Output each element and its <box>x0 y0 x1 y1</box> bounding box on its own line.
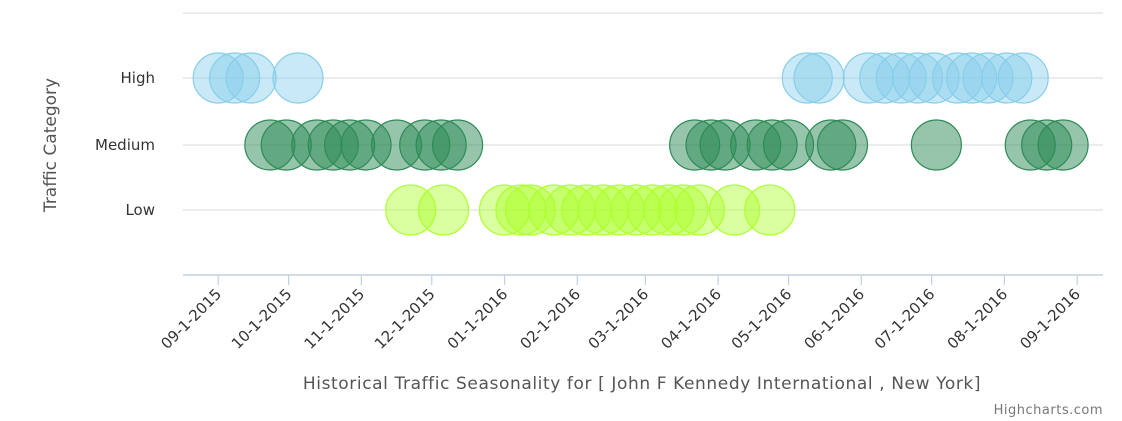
x-tick-label: 04-1-2016 <box>657 285 725 353</box>
bubble-high[interactable] <box>891 52 944 104</box>
bubble-low[interactable] <box>561 184 613 236</box>
bubble-high[interactable] <box>192 52 244 104</box>
bubble-low[interactable] <box>610 184 662 236</box>
x-tick-label: 09-1-2015 <box>157 285 225 353</box>
bubble-low[interactable] <box>708 184 761 236</box>
bubble-low[interactable] <box>626 184 678 236</box>
bubble-low[interactable] <box>478 184 531 236</box>
x-tick-label: 03-1-2016 <box>585 285 653 353</box>
x-tick-label: 08-1-2016 <box>944 285 1012 353</box>
bubble-high[interactable] <box>859 52 911 104</box>
bubble-high[interactable] <box>931 52 984 104</box>
bubble-low[interactable] <box>593 184 646 236</box>
bubble-high[interactable] <box>997 52 1049 104</box>
bubble-low[interactable] <box>643 184 695 236</box>
bubble-low[interactable] <box>657 184 709 236</box>
bubble-medium[interactable] <box>910 119 962 171</box>
bubble-medium[interactable] <box>1037 119 1089 171</box>
bubble-high[interactable] <box>781 52 833 104</box>
x-tick-label: 06-1-2016 <box>800 285 868 353</box>
bubble-low[interactable] <box>544 184 596 236</box>
y-axis-title: Traffic Category <box>41 78 61 213</box>
bubble-low[interactable] <box>417 184 470 236</box>
bubble-low[interactable] <box>744 184 796 236</box>
x-tick-label: 10-1-2015 <box>228 285 296 353</box>
bubble-medium[interactable] <box>816 119 869 171</box>
bubble-low[interactable] <box>528 184 580 236</box>
x-tick-label: 07-1-2016 <box>871 285 939 353</box>
y-tick-label-high: High <box>121 69 155 87</box>
bubble-medium[interactable] <box>431 119 484 171</box>
x-tick-label: 11-1-2015 <box>301 285 369 353</box>
bubble-high[interactable] <box>209 52 261 104</box>
bubble-high[interactable] <box>945 52 998 104</box>
bubble-high[interactable] <box>981 52 1033 104</box>
bubble-high[interactable] <box>875 52 927 104</box>
x-axis-title: Historical Traffic Seasonality for [ Joh… <box>303 374 981 394</box>
highcharts-credit[interactable]: Highcharts.com <box>994 403 1103 418</box>
bubble-high[interactable] <box>793 52 845 104</box>
bubble-high[interactable] <box>225 52 277 104</box>
bubble-high[interactable] <box>272 52 324 104</box>
bubble-high[interactable] <box>908 52 960 104</box>
x-tick-label: 12-1-2015 <box>371 285 439 353</box>
x-axis: 09-1-2015 10-1-2015 11-1-2015 12-1-2015 01-1… <box>157 274 1103 353</box>
bubble-high[interactable] <box>962 52 1014 104</box>
bubble-low[interactable] <box>577 184 629 236</box>
y-axis: Low Medium High <box>95 69 155 219</box>
bubble-low[interactable] <box>504 184 556 236</box>
y-tick-label-low: Low <box>125 201 155 219</box>
gridlines <box>183 12 1103 211</box>
x-tick-label: 02-1-2016 <box>516 285 584 353</box>
bubble-high[interactable] <box>842 52 894 104</box>
y-tick-label-medium: Medium <box>95 136 155 154</box>
bubble-low[interactable] <box>385 184 437 236</box>
x-tick-label: 05-1-2016 <box>728 285 796 353</box>
bubble-low[interactable] <box>673 184 725 236</box>
x-tick-label: 01-1-2016 <box>444 285 512 353</box>
chart-points <box>192 52 1089 236</box>
x-tick-label: 09-1-2016 <box>1016 285 1084 353</box>
